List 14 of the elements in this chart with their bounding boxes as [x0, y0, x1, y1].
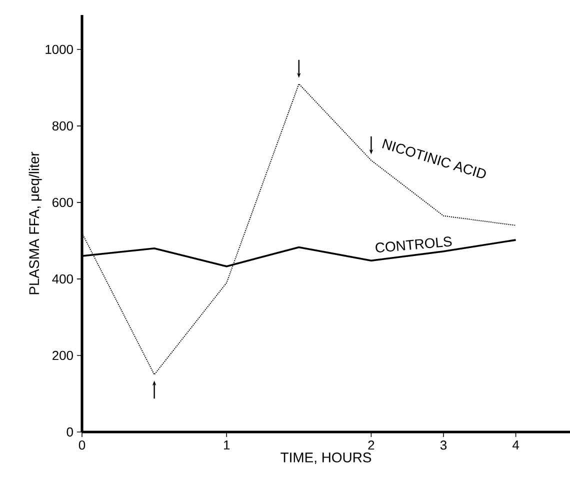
y-tick-label: 1000: [46, 44, 73, 54]
y-tick-label: 600: [52, 198, 73, 208]
x-tick-label: 0: [78, 440, 86, 450]
series-label: CONTROLS: [376, 236, 452, 252]
y-tick-label: 800: [52, 121, 73, 131]
y-tick-label: 400: [52, 274, 73, 284]
y-tick-label: 200: [52, 350, 73, 360]
x-tick-label: 1: [224, 440, 230, 450]
x-tick-label: 2: [368, 440, 374, 450]
y-tick-label: 0: [66, 427, 73, 437]
x-tick-label: 4: [512, 440, 520, 450]
y-axis-title: PLASMA FFA, μeq/liter: [28, 152, 42, 294]
x-tick-label: 3: [440, 440, 447, 450]
x-axis-title: TIME, HOURS: [280, 452, 372, 464]
